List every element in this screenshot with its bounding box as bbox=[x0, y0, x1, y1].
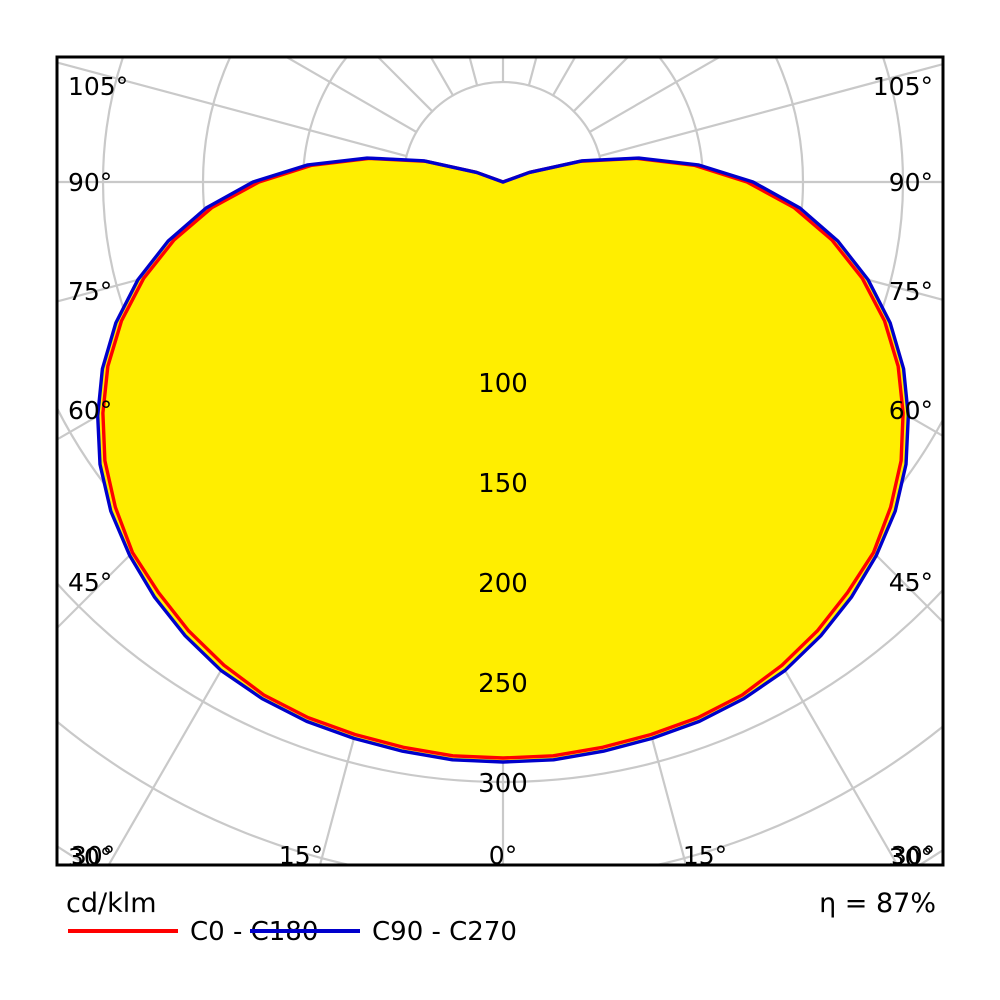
angle-label-right: 60° bbox=[889, 396, 933, 425]
angle-label-bottom: 0° bbox=[489, 841, 517, 870]
distribution-curves bbox=[96, 156, 910, 764]
angle-label-left: 105° bbox=[68, 72, 128, 101]
radial-tick-label: 150 bbox=[478, 469, 528, 499]
plot-frame bbox=[55, 55, 945, 867]
angle-label-right: 45° bbox=[889, 568, 933, 597]
legend-label-c90-c270: C90 - C270 bbox=[372, 917, 517, 947]
angle-label-bottom: 15° bbox=[683, 841, 727, 870]
radial-tick-labels: 100 150 200 250 300 bbox=[478, 369, 528, 799]
angle-label-left: 90° bbox=[68, 168, 112, 197]
angle-label-left: 45° bbox=[68, 568, 112, 597]
efficiency-label: η = 87% bbox=[819, 888, 936, 919]
angle-label-right: 75° bbox=[889, 277, 933, 306]
angle-label-bottom: 30° bbox=[71, 841, 115, 870]
distribution-fill bbox=[97, 158, 909, 763]
angle-label-right: 30° bbox=[889, 843, 933, 872]
curve-c90-c270 bbox=[96, 156, 910, 764]
curve-c0-c180 bbox=[101, 156, 905, 760]
angle-label-left: 30° bbox=[68, 843, 112, 872]
radial-tick-label: 300 bbox=[478, 769, 528, 799]
radial-tick-label: 250 bbox=[478, 669, 528, 699]
angle-tick-labels: 105° 90° 75° 60° 45° 30° 105° 90° 75° 60° 45° 30° 30… bbox=[68, 72, 935, 872]
angle-label-bottom: 30° bbox=[891, 841, 935, 870]
radial-tick-label: 200 bbox=[478, 569, 528, 599]
angle-label-right: 90° bbox=[889, 168, 933, 197]
radial-tick-label: 100 bbox=[478, 369, 528, 399]
angle-label-left: 60° bbox=[68, 396, 112, 425]
angle-label-left: 75° bbox=[68, 277, 112, 306]
units-label: cd/klm bbox=[66, 888, 157, 919]
angle-label-right: 105° bbox=[873, 72, 933, 101]
angle-label-bottom: 15° bbox=[279, 841, 323, 870]
